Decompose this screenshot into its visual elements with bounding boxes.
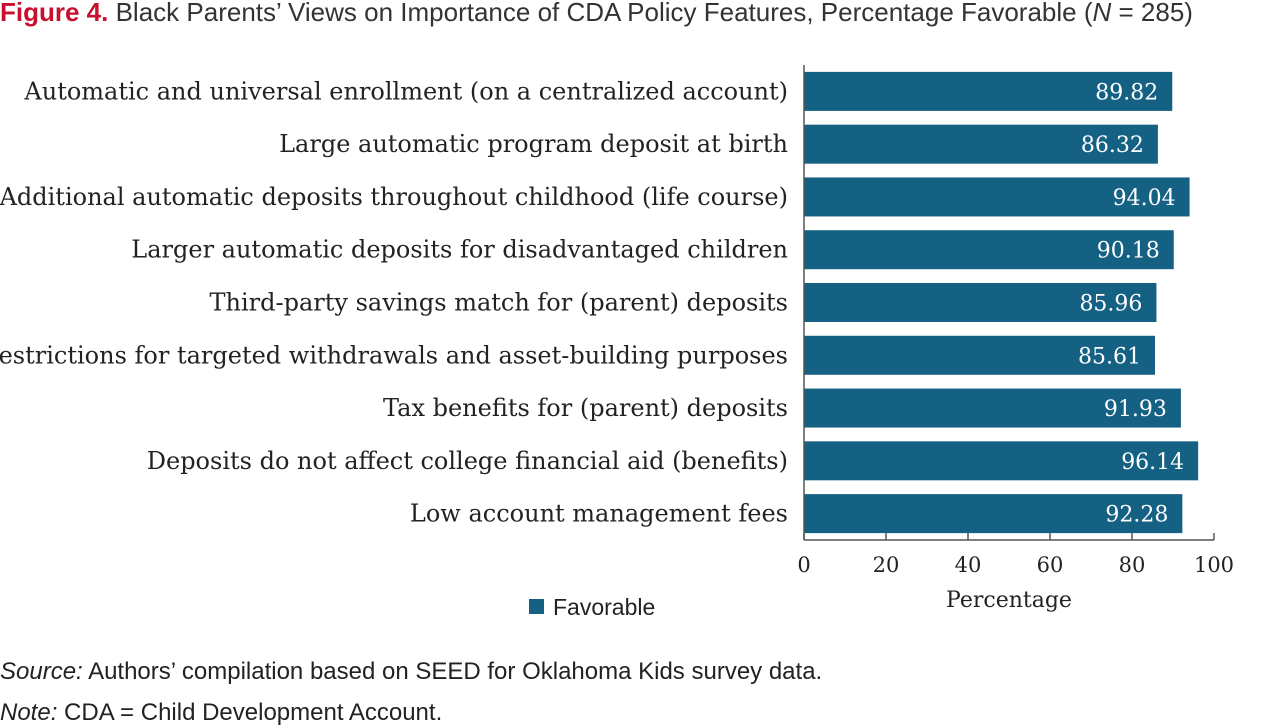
x-tick-label: 0 bbox=[797, 553, 810, 577]
bar bbox=[804, 124, 1158, 164]
legend-swatch bbox=[529, 599, 544, 614]
note-text: CDA = Child Development Account. bbox=[57, 699, 443, 726]
category-label: Low account management fees bbox=[410, 500, 788, 528]
category-label: Tax benefits for (parent) deposits bbox=[383, 394, 788, 422]
data-label: 94.04 bbox=[1113, 186, 1176, 211]
title-main: Black Parents’ Views on Importance of CD… bbox=[115, 0, 1093, 27]
title-tail: = 285) bbox=[1111, 0, 1193, 27]
data-label: 90.18 bbox=[1097, 239, 1160, 264]
bar bbox=[804, 230, 1174, 270]
category-label: Automatic and universal enrollment (on a… bbox=[23, 77, 788, 105]
data-label: 85.96 bbox=[1079, 292, 1142, 317]
x-tick-label: 80 bbox=[1119, 553, 1146, 577]
x-tick-label: 100 bbox=[1194, 553, 1234, 577]
bar bbox=[804, 494, 1183, 534]
category-label: Third-party savings match for (parent) d… bbox=[210, 289, 789, 317]
x-tick-label: 40 bbox=[955, 553, 982, 577]
bar bbox=[804, 335, 1156, 375]
figure-label: Figure 4. bbox=[0, 0, 109, 27]
category-label: Additional automatic deposits throughout… bbox=[0, 183, 788, 211]
category-label: Large automatic program deposit at birth bbox=[279, 130, 788, 158]
source-label: Source: bbox=[0, 658, 83, 685]
data-label: 85.61 bbox=[1078, 344, 1141, 369]
bar bbox=[804, 177, 1190, 217]
figure-title: Figure 4. Black Parents’ Views on Import… bbox=[0, 0, 1280, 30]
bar bbox=[804, 283, 1157, 322]
data-label: 91.93 bbox=[1104, 397, 1167, 422]
data-label: 92.28 bbox=[1105, 503, 1168, 528]
data-label: 89.82 bbox=[1095, 80, 1158, 105]
bar-chart: Automatic and universal enrollment (on a… bbox=[0, 65, 1234, 620]
x-tick-label: 20 bbox=[873, 553, 900, 577]
footnote: Note: CDA = Child Development Account. bbox=[0, 698, 442, 728]
source-text: Authors’ compilation based on SEED for O… bbox=[82, 658, 823, 685]
category-label: Deposits do not affect college financial… bbox=[147, 447, 788, 475]
category-label: Larger automatic deposits for disadvanta… bbox=[131, 236, 788, 264]
bar bbox=[804, 388, 1181, 428]
title-n: N bbox=[1092, 0, 1112, 27]
x-axis-title: Percentage bbox=[946, 588, 1072, 613]
data-label: 86.32 bbox=[1081, 133, 1144, 158]
category-label: Restrictions for targeted withdrawals an… bbox=[0, 341, 788, 369]
data-label: 96.14 bbox=[1121, 450, 1184, 475]
bar bbox=[804, 71, 1173, 111]
source-note: Source: Authors’ compilation based on SE… bbox=[0, 657, 822, 687]
note-label: Note: bbox=[0, 699, 58, 726]
legend-label: Favorable bbox=[553, 594, 655, 620]
bar bbox=[804, 441, 1199, 481]
x-tick-label: 60 bbox=[1037, 553, 1064, 577]
